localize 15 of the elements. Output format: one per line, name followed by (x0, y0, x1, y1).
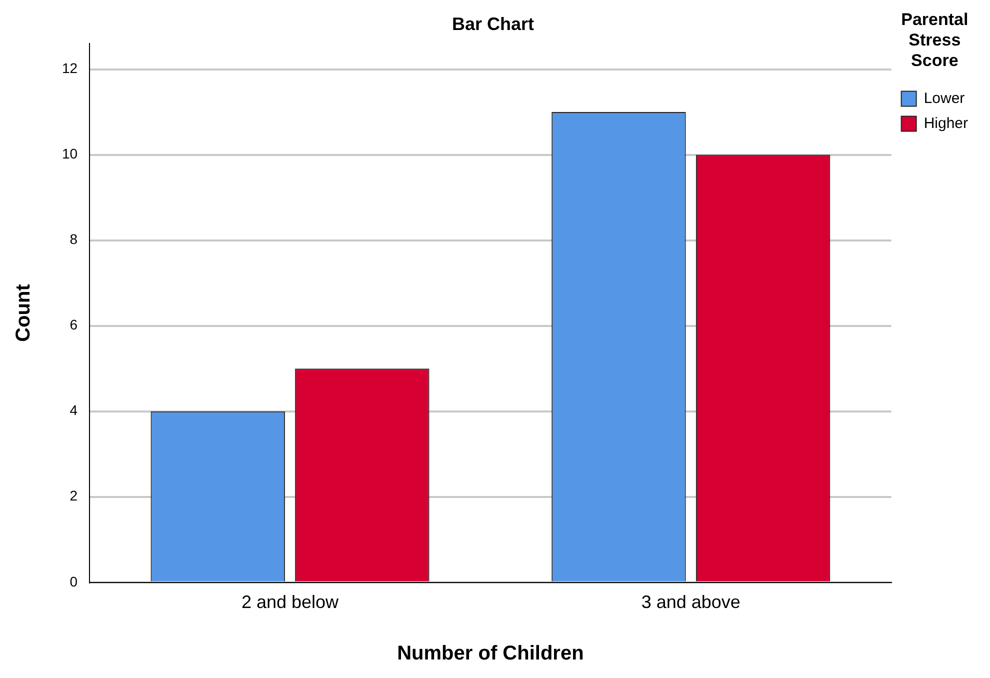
x-axis-title: Number of Children (397, 642, 584, 665)
y-tick-label: 2 (70, 488, 78, 504)
y-tick-label: 12 (62, 60, 78, 76)
y-tick-label: 6 (70, 316, 78, 333)
y-tick-label: 8 (70, 231, 78, 248)
y-tick-label: 0 (70, 573, 78, 590)
x-tick-label: 2 and below (241, 592, 340, 612)
y-tick-label: 10 (62, 146, 78, 162)
legend-label: Lower (924, 90, 965, 107)
y-tick-label: 4 (70, 402, 78, 418)
x-tick-label: 3 and above (641, 592, 740, 612)
y-axis-title: Count (12, 284, 35, 342)
legend-title: Parental Stress Score (901, 10, 968, 70)
chart-title: Bar Chart (452, 14, 534, 34)
legend-label: Higher (924, 114, 968, 132)
